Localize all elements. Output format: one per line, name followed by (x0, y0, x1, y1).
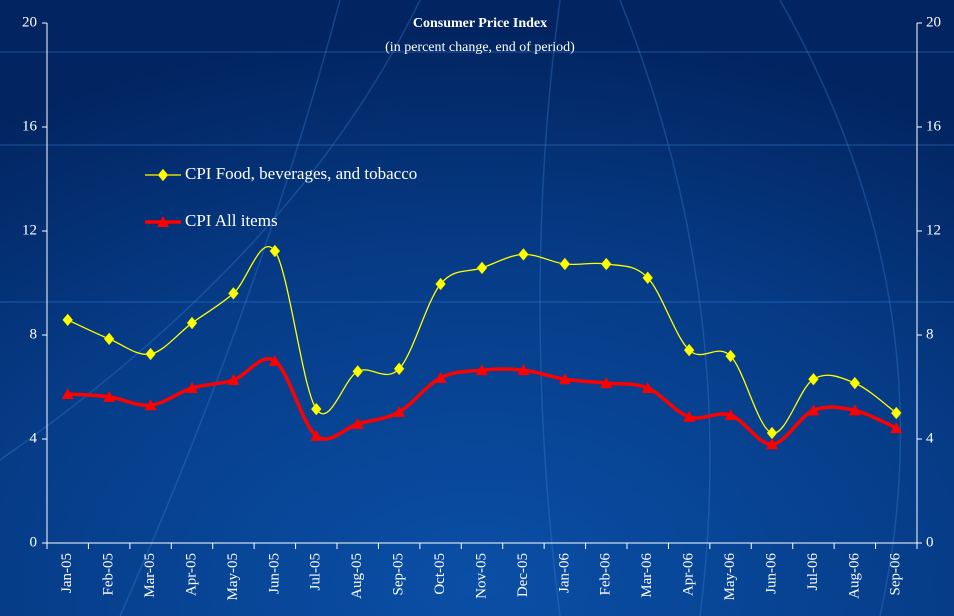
data-point (890, 422, 903, 434)
x-tick-label: Jun-06 (763, 553, 779, 594)
x-tick-label: Apr-06 (681, 553, 697, 597)
data-point (269, 244, 281, 258)
data-point (683, 410, 696, 422)
x-tick-label: Sep-05 (391, 553, 407, 596)
data-point (890, 406, 902, 420)
x-tick-label: Aug-05 (349, 553, 365, 599)
data-point (103, 390, 116, 402)
data-point (227, 373, 240, 385)
y2-tick-label: 16 (926, 118, 942, 134)
data-point (393, 405, 406, 417)
y-tick-label: 20 (22, 14, 37, 30)
legend-label: CPI Food, beverages, and tobacco (185, 164, 417, 183)
data-point (558, 373, 571, 385)
y2-tick-label: 4 (926, 430, 934, 446)
series-line (67, 246, 897, 434)
data-point (351, 417, 364, 429)
data-point (517, 364, 530, 376)
x-tick-label: Apr-05 (183, 553, 199, 596)
chart-subtitle: (in percent change, end of period) (385, 40, 575, 55)
data-point (393, 362, 405, 376)
x-tick-label: Sep-06 (888, 553, 904, 596)
data-point (310, 402, 322, 416)
x-tick-label: Jan-06 (556, 553, 572, 593)
data-point (641, 382, 654, 394)
data-point (145, 347, 156, 361)
data-point (268, 355, 281, 366)
x-tick-label: Mar-06 (639, 553, 655, 598)
data-point (476, 261, 488, 275)
data-point (642, 271, 654, 285)
y-tick-label: 4 (30, 430, 38, 446)
x-tick-label: Nov-05 (473, 553, 489, 599)
data-point (228, 287, 239, 300)
x-tick-label: Jul-06 (805, 553, 821, 591)
data-point (848, 404, 861, 416)
data-point (807, 404, 820, 416)
data-point (600, 377, 613, 389)
x-tick-label: Feb-05 (101, 553, 117, 596)
legend-label: CPI All items (185, 211, 278, 230)
data-point (683, 343, 695, 357)
legend-marker (157, 216, 169, 227)
data-point (352, 365, 364, 378)
data-point (808, 372, 819, 386)
y-tick-label: 12 (22, 222, 37, 238)
data-point (434, 371, 447, 383)
data-point (725, 349, 736, 363)
y-tick-label: 0 (30, 534, 38, 550)
data-point (310, 429, 323, 441)
x-tick-label: Dec-05 (515, 553, 531, 597)
data-point (600, 257, 612, 271)
data-point (518, 248, 529, 261)
y2-tick-label: 12 (926, 222, 941, 238)
data-point (186, 382, 198, 394)
y2-tick-label: 0 (926, 534, 934, 550)
data-point (849, 376, 861, 390)
y-tick-label: 16 (22, 118, 38, 134)
data-point (103, 332, 115, 346)
x-tick-label: Jul-05 (308, 553, 324, 591)
x-tick-label: Mar-05 (142, 553, 158, 598)
data-point (144, 399, 157, 411)
data-point (62, 313, 74, 327)
data-point (61, 388, 74, 400)
x-tick-label: Jun-05 (266, 553, 282, 594)
x-tick-label: May-05 (225, 553, 241, 601)
data-point (186, 316, 198, 330)
y-tick-label: 8 (30, 326, 38, 342)
y2-tick-label: 8 (926, 326, 934, 342)
data-point (435, 277, 446, 291)
data-point (559, 257, 571, 271)
x-tick-label: Oct-05 (432, 553, 448, 595)
x-tick-label: May-06 (722, 553, 738, 601)
x-tick-label: Jan-05 (59, 553, 75, 593)
legend-marker (157, 168, 169, 182)
chart-title: Consumer Price Index (413, 16, 547, 31)
data-point (766, 438, 778, 450)
y2-tick-label: 20 (926, 14, 941, 30)
x-tick-label: Feb-06 (598, 553, 614, 596)
x-tick-label: Aug-06 (846, 553, 862, 599)
data-point (476, 364, 488, 376)
data-point (724, 409, 737, 421)
